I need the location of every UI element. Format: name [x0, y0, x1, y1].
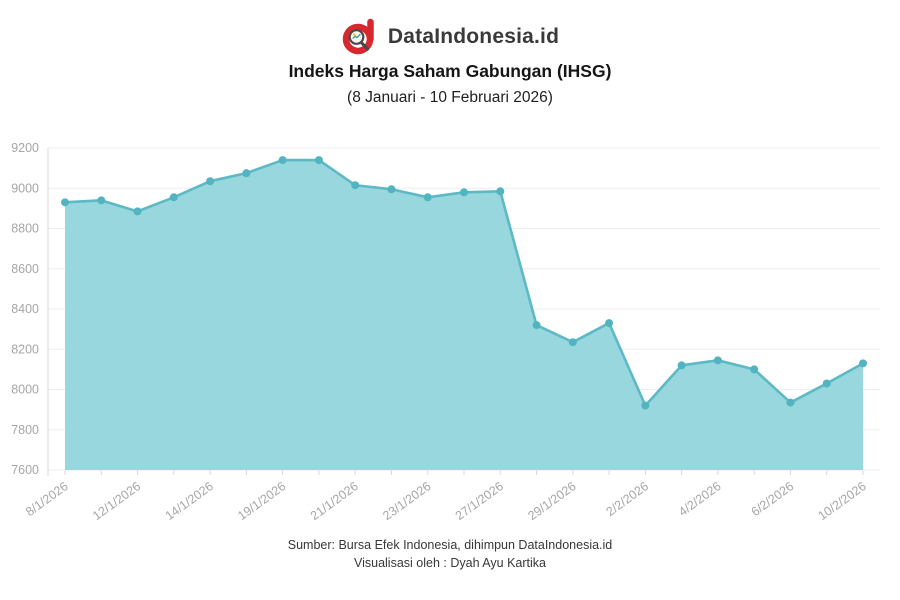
- x-axis-tick-label: 2/2/2026: [604, 479, 652, 519]
- y-axis-tick-label: 8600: [11, 262, 39, 276]
- data-point: [169, 193, 178, 202]
- brand-text: DataIndonesia.id: [387, 25, 560, 48]
- y-axis-tick-label: 9200: [11, 141, 39, 155]
- footer-source: Sumber: Bursa Efek Indonesia, dihimpun D…: [287, 538, 613, 552]
- x-axis-tick-label: 6/2/2026: [749, 479, 797, 519]
- footer-credit: Visualisasi oleh : Dyah Ayu Kartika: [353, 556, 546, 570]
- y-axis-tick-label: 8800: [11, 222, 39, 236]
- data-point: [677, 361, 686, 370]
- x-axis-tick-label: 27/1/2026: [453, 479, 506, 523]
- data-point: [750, 365, 759, 374]
- data-point: [568, 338, 577, 347]
- data-point: [97, 196, 106, 205]
- data-point: [859, 359, 867, 368]
- x-axis-tick-label: 21/1/2026: [308, 479, 361, 523]
- data-point: [387, 185, 396, 194]
- area-fill: [65, 160, 863, 470]
- data-point: [314, 156, 323, 165]
- data-point: [133, 207, 142, 216]
- chart-subtitle: (8 Januari - 10 Februari 2026): [347, 89, 553, 106]
- ihsg-area-chart: 7600 7800 8000 8200 8400 8600 8800 9000 9200 8/1/…: [11, 141, 880, 523]
- x-axis-tick-label: 14/1/2026: [163, 479, 216, 523]
- magnifier-icon: [348, 29, 369, 51]
- chart-title: Indeks Harga Saham Gabungan (IHSG): [288, 61, 612, 81]
- data-point: [713, 356, 722, 365]
- data-point: [351, 181, 360, 190]
- data-point: [605, 319, 614, 328]
- data-point: [206, 177, 215, 186]
- x-axis-tick-label: 19/1/2026: [235, 479, 288, 523]
- data-point: [532, 321, 541, 330]
- x-axis-tick-label: 4/2/2026: [676, 479, 724, 519]
- x-axis-tick-label: 23/1/2026: [380, 479, 433, 523]
- x-axis-tick-label: 10/2/2026: [816, 479, 869, 523]
- data-point: [61, 198, 69, 207]
- y-axis-tick-label: 9000: [11, 181, 39, 195]
- y-axis-tick-label: 7800: [11, 423, 39, 437]
- x-axis-tick-label: 29/1/2026: [525, 479, 578, 523]
- y-axis-tick-label: 7600: [11, 463, 39, 477]
- data-point: [242, 169, 251, 178]
- y-axis-tick-label: 8200: [11, 342, 39, 356]
- chart-area: 7600 7800 8000 8200 8400 8600 8800 9000 9200 8/1/…: [0, 130, 900, 535]
- data-point: [460, 188, 468, 197]
- data-point: [423, 193, 432, 202]
- data-point: [786, 398, 795, 407]
- data-point: [822, 379, 831, 388]
- x-axis-tick-label: 12/1/2026: [90, 479, 143, 523]
- data-point: [641, 401, 650, 410]
- brand-header: DataIndonesia.id: [0, 16, 900, 58]
- y-axis-tick-label: 8400: [11, 302, 39, 316]
- data-point: [496, 187, 505, 196]
- x-axis-tick-label: 8/1/2026: [23, 479, 71, 519]
- data-point: [278, 156, 287, 165]
- y-axis-tick-label: 8000: [11, 383, 39, 397]
- dataindonesia-logo-icon: [342, 18, 374, 55]
